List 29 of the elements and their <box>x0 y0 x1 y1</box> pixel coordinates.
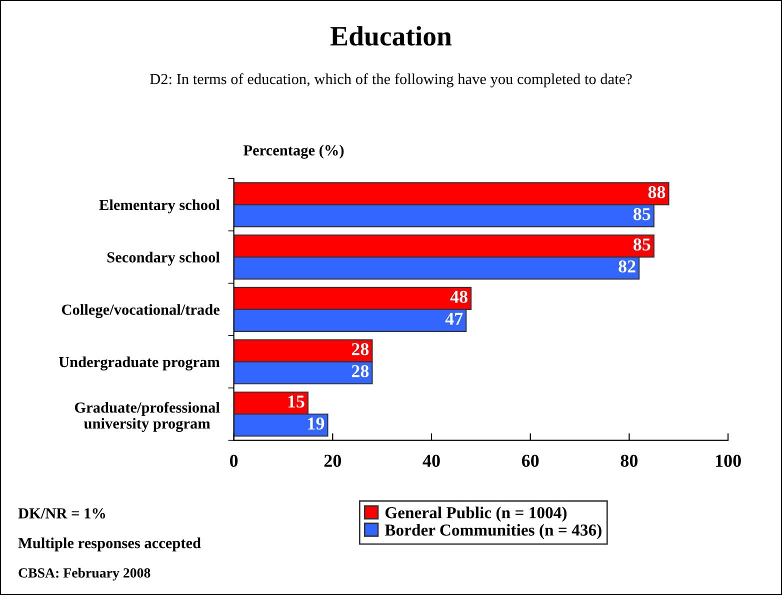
x-tick-label: 100 <box>716 454 741 467</box>
data-label: 82 <box>618 260 636 273</box>
y-tick-label: Undergraduate program <box>58 356 220 370</box>
data-label: 28 <box>352 343 369 356</box>
data-label: 88 <box>648 186 666 198</box>
text: CBSA: February 2008 <box>18 568 150 580</box>
data-label: 85 <box>633 208 650 220</box>
x-tick-label: 80 <box>620 454 638 467</box>
data-label: 48 <box>450 290 468 303</box>
data-label: 19 <box>308 418 324 430</box>
x-tick-label: 20 <box>324 454 341 467</box>
x-tick-label: 60 <box>522 454 539 467</box>
text: DK/NR = 1% <box>18 508 106 519</box>
data-label: 28 <box>352 365 369 378</box>
y-tick-label: College/vocational/trade <box>62 304 220 318</box>
legend-label: Border Communities (n = 436) <box>384 524 602 540</box>
chart-subtitle: D2: In terms of education, which of the following have you completed to date? <box>150 73 632 88</box>
legend-label: General Public (n = 1004) <box>385 506 567 522</box>
x-tick-label: 0 <box>230 454 238 467</box>
data-label: 15 <box>288 396 304 408</box>
y-tick-label: Elementary school <box>99 199 220 214</box>
chart-title: Education <box>330 26 452 46</box>
data-label: 85 <box>633 238 650 251</box>
y-tick-label: Graduate/professional university program <box>74 402 220 432</box>
text: Multiple responses accepted <box>18 537 201 552</box>
data-label: 47 <box>445 312 463 325</box>
y-axis-title: Percentage (%) <box>243 144 344 159</box>
x-tick-label: 40 <box>422 454 440 467</box>
y-tick-label: Secondary school <box>107 252 220 266</box>
